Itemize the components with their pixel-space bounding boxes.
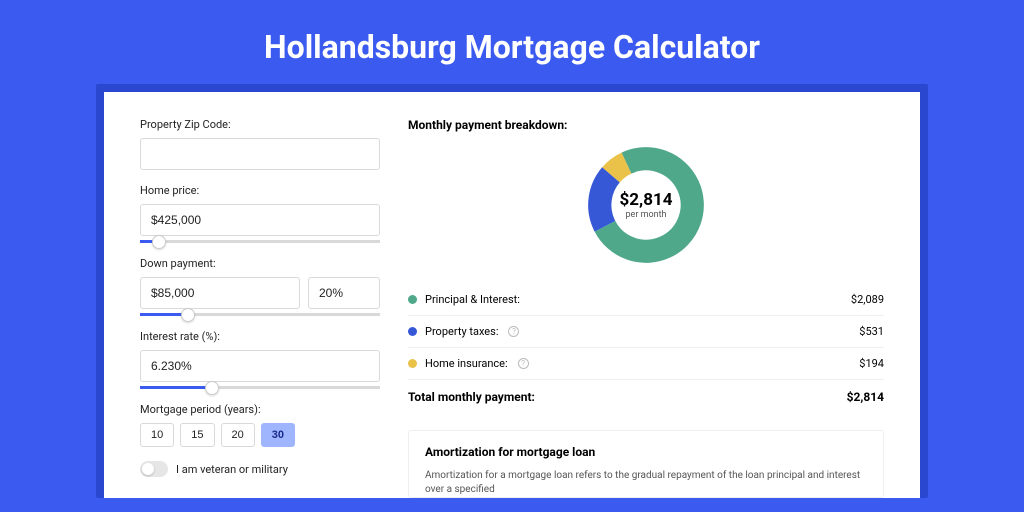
payment-donut-chart: $2,814 per month [585,144,707,266]
amortization-body: Amortization for a mortgage loan refers … [425,469,867,497]
period-label: Mortgage period (years): [140,403,380,416]
interest-slider-thumb[interactable] [205,381,219,395]
interest-input[interactable] [140,350,380,382]
inputs-column: Property Zip Code: Home price: Down paym… [140,118,380,498]
donut-sublabel: per month [620,210,673,220]
zip-field: Property Zip Code: [140,118,380,170]
legend-row: Principal & Interest: $2,089 [408,284,884,315]
period-field: Mortgage period (years): 1015 2030 [140,403,380,447]
veteran-toggle[interactable] [140,461,168,477]
calculator-card: Property Zip Code: Home price: Down paym… [104,92,920,498]
home-price-label: Home price: [140,184,380,197]
total-value: $2,814 [847,390,884,404]
interest-field: Interest rate (%): [140,330,380,389]
help-icon[interactable]: ? [518,358,529,369]
help-icon[interactable]: ? [508,326,519,337]
interest-label: Interest rate (%): [140,330,380,343]
down-payment-slider[interactable] [140,313,380,316]
breakdown-column: Monthly payment breakdown: $2,814 per mo… [408,118,884,498]
veteran-toggle-knob [142,463,154,475]
interest-slider[interactable] [140,386,380,389]
breakdown-legend: Principal & Interest: $2,089 Property taxe… [408,284,884,379]
period-options: 1015 2030 [140,423,380,447]
period-option-10[interactable]: 10 [140,423,174,447]
home-price-field: Home price: [140,184,380,243]
period-option-15[interactable]: 15 [180,423,214,447]
period-option-30[interactable]: 30 [261,423,295,447]
donut-container: $2,814 per month [408,144,884,266]
legend-row: Property taxes:? $531 [408,315,884,347]
down-payment-slider-thumb[interactable] [181,308,195,322]
amortization-card: Amortization for mortgage loan Amortizat… [408,430,884,498]
home-price-slider[interactable] [140,240,380,243]
legend-dot-icon [408,295,417,304]
calculator-outer-card: Property Zip Code: Home price: Down paym… [96,84,928,498]
donut-amount: $2,814 [620,190,673,210]
zip-label: Property Zip Code: [140,118,380,131]
page-title: Hollandsburg Mortgage Calculator [0,0,1024,84]
zip-input[interactable] [140,138,380,170]
total-label: Total monthly payment: [408,390,535,404]
amortization-title: Amortization for mortgage loan [425,445,867,459]
veteran-row: I am veteran or military [140,461,380,477]
down-payment-label: Down payment: [140,257,380,270]
down-payment-pct-input[interactable] [308,277,380,309]
legend-label: Principal & Interest: [425,293,520,306]
total-row: Total monthly payment: $2,814 [408,379,884,414]
donut-center: $2,814 per month [620,190,673,220]
legend-label: Property taxes: [425,325,498,338]
down-payment-field: Down payment: [140,257,380,316]
legend-row: Home insurance:? $194 [408,347,884,379]
home-price-slider-thumb[interactable] [152,235,166,249]
breakdown-title: Monthly payment breakdown: [408,118,884,132]
down-payment-amount-input[interactable] [140,277,300,309]
veteran-label: I am veteran or military [176,463,288,476]
home-price-input[interactable] [140,204,380,236]
interest-slider-fill [140,386,212,389]
legend-dot-icon [408,327,417,336]
legend-label: Home insurance: [425,357,508,370]
legend-value: $531 [859,325,884,338]
period-option-20[interactable]: 20 [221,423,255,447]
legend-value: $194 [859,357,884,370]
legend-value: $2,089 [851,293,884,306]
legend-dot-icon [408,359,417,368]
